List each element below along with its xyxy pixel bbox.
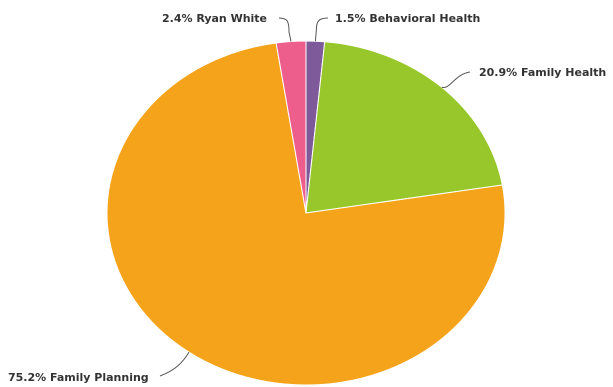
connector-ryan-white	[278, 17, 292, 42]
pie-slice-family-health	[305, 41, 503, 214]
slice-labels: 1.5% Behavioral Health 20.9% Family Healt…	[8, 12, 606, 384]
connector-behavioral-health	[314, 17, 329, 42]
data-label-family-health: 20.9% Family Health	[479, 66, 606, 79]
data-label-family-planning: 75.2% Family Planning	[8, 371, 149, 384]
label-connectors	[159, 17, 471, 377]
connector-family-health	[441, 71, 471, 88]
pie-slices	[106, 40, 506, 386]
data-label-behavioral-health: 1.5% Behavioral Health	[335, 12, 480, 25]
data-label-ryan-white: 2.4% Ryan White	[162, 12, 267, 25]
connector-family-planning	[159, 351, 190, 377]
